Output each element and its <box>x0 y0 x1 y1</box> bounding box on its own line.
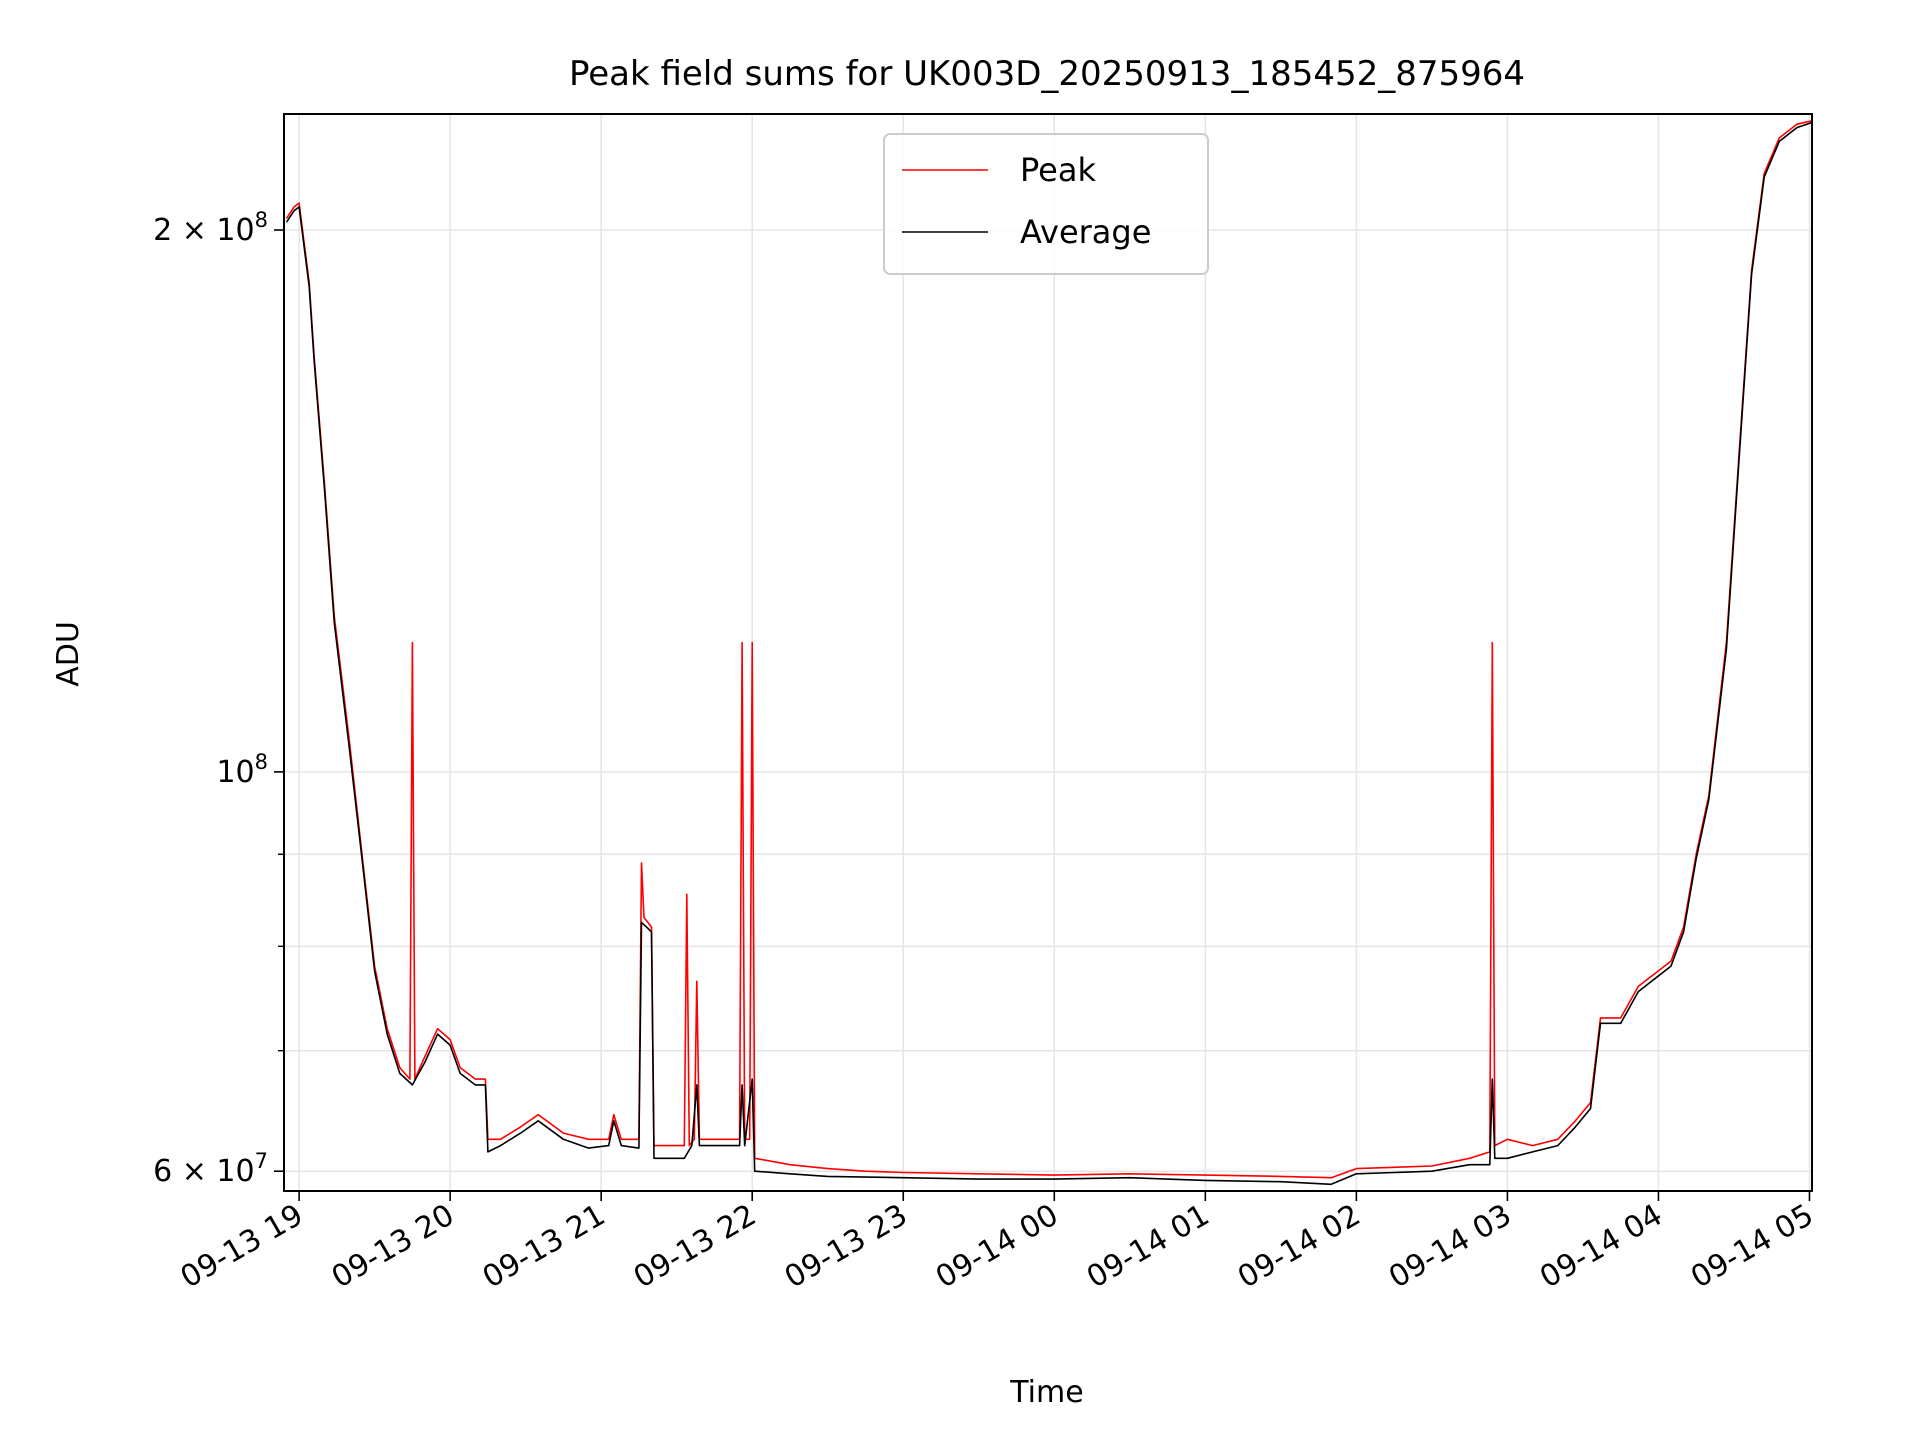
series-lines <box>285 120 1813 1186</box>
y-tick-label-base: 6 × 10 <box>153 1154 254 1189</box>
y-tick-label: 2 × 108 <box>153 208 268 248</box>
y-tick-label-exponent: 8 <box>255 750 268 774</box>
legend-label-average: Average <box>1020 213 1151 251</box>
y-tick-label-base: 10 <box>216 755 254 790</box>
y-tick-label-base: 2 × 10 <box>153 213 254 248</box>
y-tick-label: 108 <box>216 750 268 790</box>
x-axis-label: Time <box>1009 1375 1083 1410</box>
y-tick-label: 6 × 107 <box>153 1149 268 1189</box>
legend: Peak Average <box>883 133 1209 275</box>
y-axis-label: ADU <box>51 621 86 687</box>
legend-label-peak: Peak <box>1020 151 1096 189</box>
series-line-average <box>285 121 1813 1186</box>
legend-box <box>883 133 1209 275</box>
y-tick-label-exponent: 7 <box>255 1149 268 1173</box>
y-tick-label-exponent: 8 <box>255 208 268 232</box>
plot-frame <box>283 113 1813 1192</box>
chart-title: Peak field sums for UK003D_20250913_1854… <box>569 54 1525 94</box>
